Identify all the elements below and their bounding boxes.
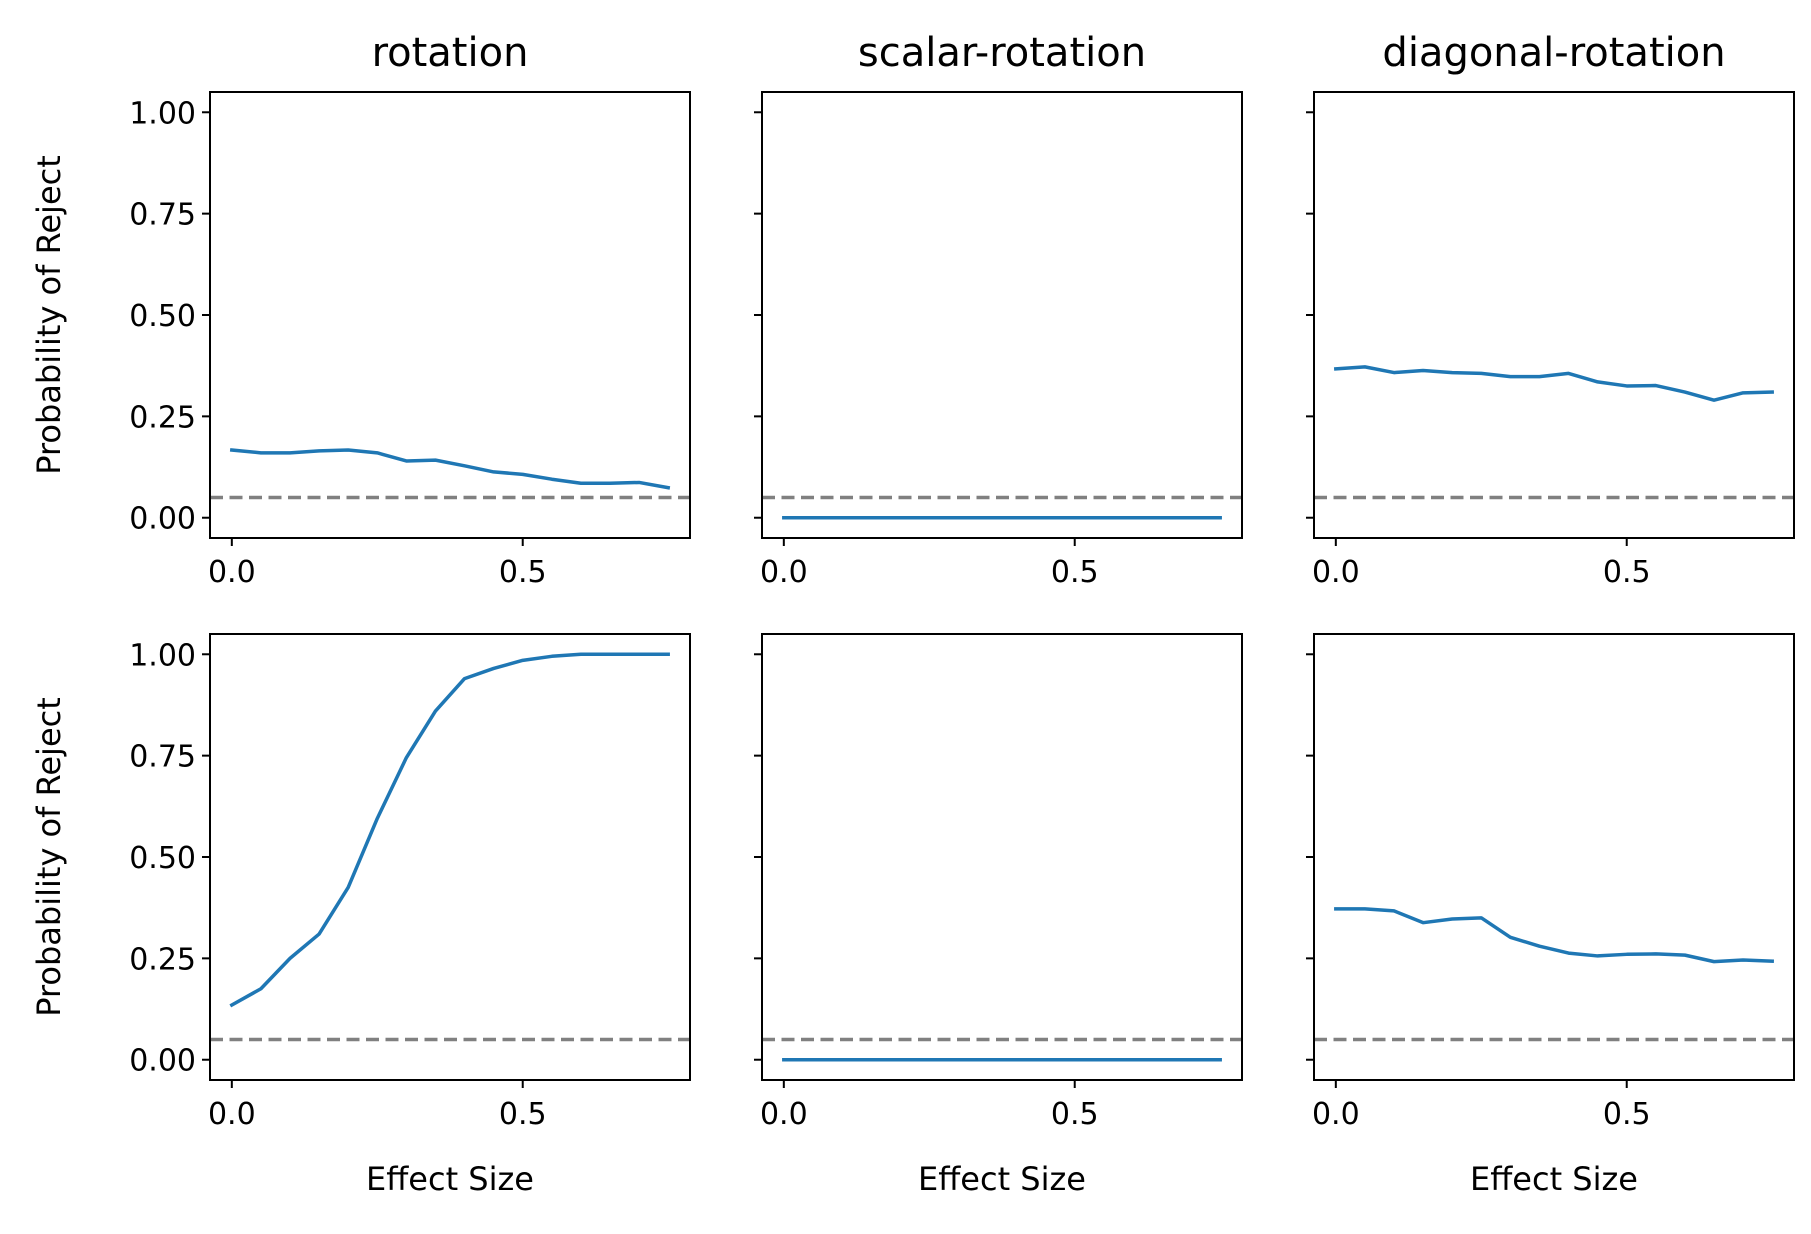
panel-title: scalar-rotation — [858, 30, 1146, 76]
y-axis-label: Probability of Reject — [30, 155, 68, 475]
y-tick-label: 0.00 — [129, 502, 196, 537]
x-tick-label: 0.0 — [760, 555, 808, 590]
x-tick-label: 0.0 — [1312, 1097, 1360, 1132]
x-tick-label: 0.5 — [1603, 555, 1651, 590]
y-tick-label: 0.25 — [129, 942, 196, 977]
x-tick-label: 0.0 — [760, 1097, 808, 1132]
y-tick-label: 0.00 — [129, 1044, 196, 1079]
x-axis-label: Effect Size — [1470, 1160, 1638, 1198]
y-tick-label: 1.00 — [129, 638, 196, 673]
x-tick-label: 0.5 — [499, 555, 547, 590]
panel-5: 0.0 0.5 Effect Size — [754, 633, 1243, 1198]
panel-3: 0.0 0.5 diagonal-rotation — [1306, 30, 1795, 590]
x-axis-label: Effect Size — [918, 1160, 1086, 1198]
y-tick-label: 0.50 — [129, 841, 196, 876]
series-line — [1334, 907, 1775, 964]
panel-2: 0.0 0.5 scalar-rotation — [754, 30, 1243, 590]
axes-frame — [1313, 633, 1795, 1081]
series-line — [1333, 365, 1774, 402]
x-tick-label: 0.0 — [1312, 555, 1360, 590]
x-tick-label: 0.0 — [208, 555, 256, 590]
axes-frame — [761, 633, 1243, 1081]
axes-frame — [1313, 91, 1795, 539]
y-axis-label: Probability of Reject — [30, 697, 68, 1017]
axes-frame — [209, 633, 691, 1081]
panel-title: rotation — [372, 30, 529, 76]
y-tick-label: 0.50 — [129, 299, 196, 334]
y-tick-label: 1.00 — [129, 96, 196, 131]
y-tick-label: 0.75 — [129, 740, 196, 775]
series-line — [229, 448, 671, 490]
x-tick-label: 0.5 — [499, 1097, 547, 1132]
x-tick-label: 0.5 — [1603, 1097, 1651, 1132]
series-line — [229, 652, 670, 1008]
panel-title: diagonal-rotation — [1382, 30, 1725, 76]
panel-4: 0.0 0.5 0.00 0.25 0.50 0.75 1.00 Effect Size Pro… — [30, 633, 691, 1198]
y-tick-label: 0.75 — [129, 198, 196, 233]
x-axis-label: Effect Size — [366, 1160, 534, 1198]
x-tick-label: 0.5 — [1051, 1097, 1099, 1132]
x-tick-label: 0.5 — [1051, 555, 1099, 590]
y-tick-label: 0.25 — [129, 400, 196, 435]
panel-6: 0.0 0.5 Effect Size — [1306, 633, 1795, 1198]
x-tick-label: 0.0 — [208, 1097, 256, 1132]
axes-frame — [209, 91, 691, 539]
axes-frame — [761, 91, 1243, 539]
panel-1: 0.0 0.5 0.00 0.25 0.50 0.75 1.00 rotation Probab… — [30, 30, 691, 590]
